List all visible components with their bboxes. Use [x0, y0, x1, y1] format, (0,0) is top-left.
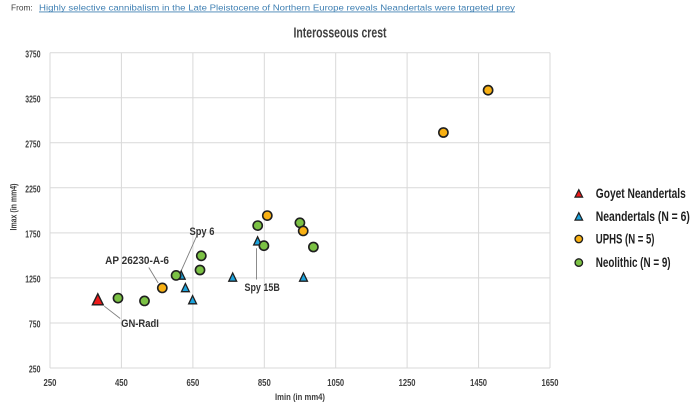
- svg-text:AP 26230-A-6: AP 26230-A-6: [105, 255, 169, 267]
- svg-text:Interosseous crest: Interosseous crest: [294, 25, 387, 41]
- svg-text:250: 250: [29, 365, 41, 376]
- svg-text:Highly selective cannibalism i: Highly selective cannibalism in the Late…: [39, 3, 516, 13]
- svg-text:750: 750: [29, 320, 41, 331]
- svg-text:Imax (in mm4): Imax (in mm4): [8, 184, 18, 231]
- svg-text:GN-RadI: GN-RadI: [121, 318, 159, 330]
- svg-text:Spy 15B: Spy 15B: [245, 282, 280, 294]
- svg-text:450: 450: [115, 378, 128, 389]
- svg-text:2750: 2750: [25, 139, 40, 150]
- svg-text:UPHS (N = 5): UPHS (N = 5): [596, 232, 655, 248]
- svg-text:1250: 1250: [399, 378, 416, 389]
- svg-text:850: 850: [258, 378, 271, 389]
- svg-text:1450: 1450: [470, 378, 487, 389]
- svg-text:1250: 1250: [25, 275, 40, 286]
- svg-text:3750: 3750: [25, 49, 40, 60]
- svg-text:3250: 3250: [25, 94, 40, 105]
- svg-text:Spy 6: Spy 6: [190, 226, 215, 238]
- svg-text:1650: 1650: [542, 378, 559, 389]
- svg-text:1050: 1050: [327, 378, 344, 389]
- svg-text:Neolithic (N = 9): Neolithic (N = 9): [596, 255, 671, 271]
- svg-text:2250: 2250: [25, 184, 40, 195]
- svg-text:Imin (in mm4): Imin (in mm4): [275, 392, 325, 402]
- svg-text:From:: From:: [11, 3, 33, 13]
- svg-text:Goyet Neandertals: Goyet Neandertals: [596, 186, 686, 202]
- svg-text:1750: 1750: [25, 230, 40, 241]
- svg-text:250: 250: [44, 378, 57, 389]
- svg-text:Neandertals (N = 6): Neandertals (N = 6): [596, 209, 690, 225]
- svg-text:650: 650: [186, 378, 199, 389]
